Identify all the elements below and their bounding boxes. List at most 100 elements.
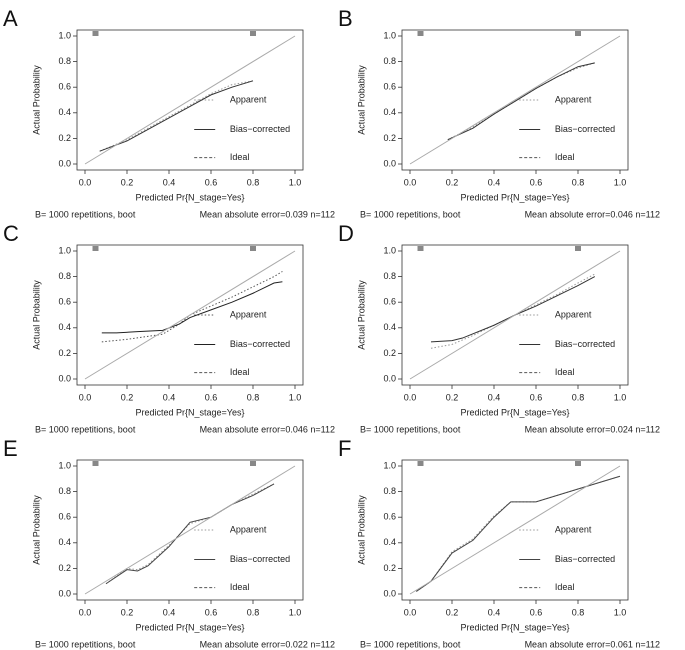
x-tick-label: 0.0 [404,607,417,617]
y-tick-label: 0.0 [58,588,71,598]
x-tick-label: 0.8 [572,607,585,617]
y-tick-label: 0.6 [383,512,396,522]
footnote-right: Mean absolute error=0.039 n=112 [200,209,335,219]
x-tick-label: 0.8 [247,177,260,187]
calibration-line [409,250,621,380]
footnote-left: B= 1000 repetitions, boot [360,639,461,649]
rug [250,461,256,466]
x-tick-label: 0.4 [163,392,176,402]
legend-label: Apparent [230,94,267,104]
legend-label: Bias−corrected [555,339,615,349]
y-tick-label: 0.6 [383,82,396,92]
y-tick-label: 0.2 [383,348,396,358]
x-tick-label: 0.4 [488,392,501,402]
rug [417,31,424,36]
calibration-line [447,62,595,141]
y-tick-label: 1.0 [58,460,71,470]
y-tick-label: 0.2 [383,563,396,573]
y-axis-label: Actual Probability [356,65,366,135]
y-tick-label: 0.6 [58,512,71,522]
y-tick-label: 0.4 [383,107,396,117]
y-axis-label: Actual Probability [31,65,41,135]
footnote-right: Mean absolute error=0.024 n=112 [525,424,660,434]
rug [92,246,99,251]
y-axis-label: Actual Probability [31,280,41,350]
x-tick-label: 0.6 [205,607,218,617]
x-tick-label: 1.0 [289,392,302,402]
x-tick-label: 1.0 [614,177,627,187]
y-tick-label: 0.0 [383,158,396,168]
x-tick-label: 0.0 [404,177,417,187]
legend-label: Bias−corrected [230,554,290,564]
y-axis-label: Actual Probability [356,280,366,350]
panel-letter: A [3,6,18,31]
legend-label: Bias−corrected [555,124,615,134]
y-tick-label: 0.2 [58,348,71,358]
y-tick-label: 0.8 [383,271,396,281]
x-tick-label: 0.0 [79,392,92,402]
y-tick-label: 1.0 [383,460,396,470]
y-tick-label: 1.0 [383,30,396,40]
y-tick-label: 1.0 [58,30,71,40]
legend-label: Ideal [230,582,250,592]
x-axis-label: Predicted Pr{N_stage=Yes} [136,192,245,202]
legend-label: Ideal [230,367,250,377]
x-tick-label: 0.8 [572,177,585,187]
y-tick-label: 0.6 [58,297,71,307]
y-tick-label: 1.0 [58,245,71,255]
y-tick-label: 0.4 [58,107,71,117]
panel-letter: B [338,6,353,31]
calibration-line [99,80,254,152]
x-tick-label: 0.4 [488,177,501,187]
rug [92,461,99,466]
x-axis-label: Predicted Pr{N_stage=Yes} [136,407,245,417]
rug [575,246,581,251]
calibration-line [99,80,254,152]
legend-label: Apparent [555,94,592,104]
x-tick-label: 0.2 [446,177,459,187]
calibration-line [84,35,296,165]
calibration-line [447,62,595,141]
legend-label: Apparent [230,524,267,534]
x-axis-label: Predicted Pr{N_stage=Yes} [461,407,570,417]
y-tick-label: 0.2 [58,563,71,573]
x-tick-label: 0.2 [121,607,134,617]
rug [250,31,256,36]
y-tick-label: 0.4 [58,537,71,547]
footnote-left: B= 1000 repetitions, boot [360,209,461,219]
footnote-right: Mean absolute error=0.046 n=112 [200,424,335,434]
rug [575,31,581,36]
legend-label: Bias−corrected [230,124,290,134]
calibration-line [409,35,621,165]
rug [417,461,424,466]
x-tick-label: 1.0 [289,177,302,187]
panel-letter: D [338,221,354,246]
x-tick-label: 0.2 [446,392,459,402]
x-tick-label: 0.0 [79,177,92,187]
calibration-line [430,273,596,349]
plot-frame [401,459,629,601]
x-tick-label: 0.4 [163,177,176,187]
x-tick-label: 0.2 [121,392,134,402]
calibration-line [84,250,296,380]
panel-letter: F [338,436,351,461]
x-tick-label: 0.2 [121,177,134,187]
legend-label: Bias−corrected [230,339,290,349]
footnote-left: B= 1000 repetitions, boot [35,639,136,649]
y-tick-label: 0.6 [58,82,71,92]
calibration-line [101,271,283,343]
y-tick-label: 0.4 [58,322,71,332]
y-tick-label: 0.0 [58,373,71,383]
legend-label: Apparent [555,309,592,319]
rug [250,246,256,251]
calibration-line [409,465,621,595]
x-tick-label: 0.4 [163,607,176,617]
plot-frame [401,29,629,171]
x-tick-label: 0.8 [247,607,260,617]
legend-label: Bias−corrected [555,554,615,564]
y-tick-label: 0.4 [383,322,396,332]
x-tick-label: 0.6 [530,607,543,617]
legend-label: Ideal [230,152,250,162]
calibration-line [105,483,275,585]
x-tick-label: 0.6 [530,177,543,187]
